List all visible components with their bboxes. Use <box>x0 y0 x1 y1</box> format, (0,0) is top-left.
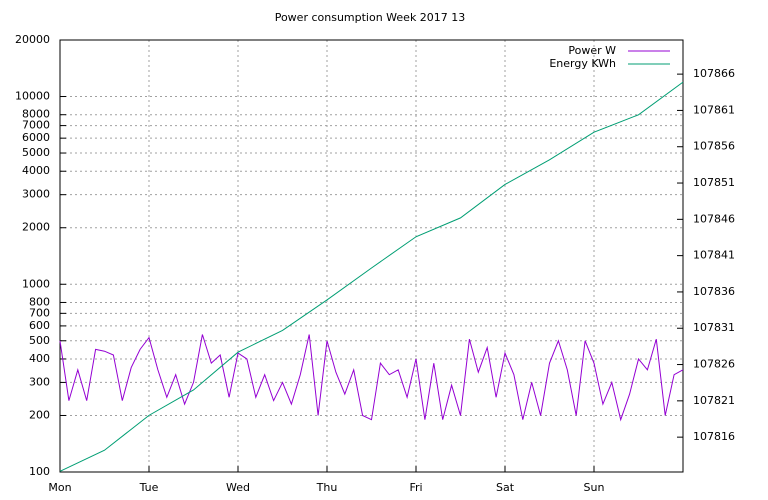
y-tick-label: 5000 <box>22 146 50 159</box>
x-tick-label: Thu <box>316 481 338 494</box>
x-tick-label: Wed <box>226 481 250 494</box>
y-tick-label: 3000 <box>22 188 50 201</box>
y2-tick-label: 107861 <box>693 103 735 116</box>
y-tick-label: 300 <box>29 375 50 388</box>
x-tick-label: Tue <box>139 481 159 494</box>
chart-title: Power consumption Week 2017 13 <box>275 11 466 24</box>
y2-tick-label: 107866 <box>693 67 735 80</box>
y2-tick-label: 107831 <box>693 321 735 334</box>
y2-tick-label: 107846 <box>693 212 735 225</box>
y-tick-label: 4000 <box>22 164 50 177</box>
y-tick-label: 800 <box>29 295 50 308</box>
y2-tick-label: 107841 <box>693 249 735 262</box>
x-tick-label: Sun <box>584 481 605 494</box>
y2-tick-label: 107851 <box>693 176 735 189</box>
y2-tick-label: 107856 <box>693 140 735 153</box>
y2-tick-label: 107816 <box>693 430 735 443</box>
y-tick-label: 500 <box>29 334 50 347</box>
x-tick-label: Sat <box>496 481 515 494</box>
y-tick-label: 200 <box>29 408 50 421</box>
legend-label: Power W <box>568 44 616 57</box>
series-line <box>59 81 684 472</box>
y-tick-label: 8000 <box>22 108 50 121</box>
y-tick-label: 10000 <box>15 90 50 103</box>
y-tick-label: 700 <box>29 306 50 319</box>
y-tick-label: 1000 <box>22 277 50 290</box>
x-tick-label: Fri <box>409 481 422 494</box>
y-tick-label: 2000 <box>22 221 50 234</box>
series-line <box>59 334 684 422</box>
y-tick-label: 400 <box>29 352 50 365</box>
y-tick-label: 100 <box>29 465 50 478</box>
y-tick-label: 600 <box>29 319 50 332</box>
x-tick-label: Mon <box>48 481 71 494</box>
legend-label: Energy KWh <box>549 57 616 70</box>
y2-tick-label: 107821 <box>693 394 735 407</box>
y-tick-label: 6000 <box>22 131 50 144</box>
plot-border <box>59 39 684 473</box>
y2-tick-label: 107836 <box>693 285 735 298</box>
y-tick-label: 7000 <box>22 119 50 132</box>
y-tick-label: 20000 <box>15 33 50 46</box>
y2-tick-label: 107826 <box>693 358 735 371</box>
